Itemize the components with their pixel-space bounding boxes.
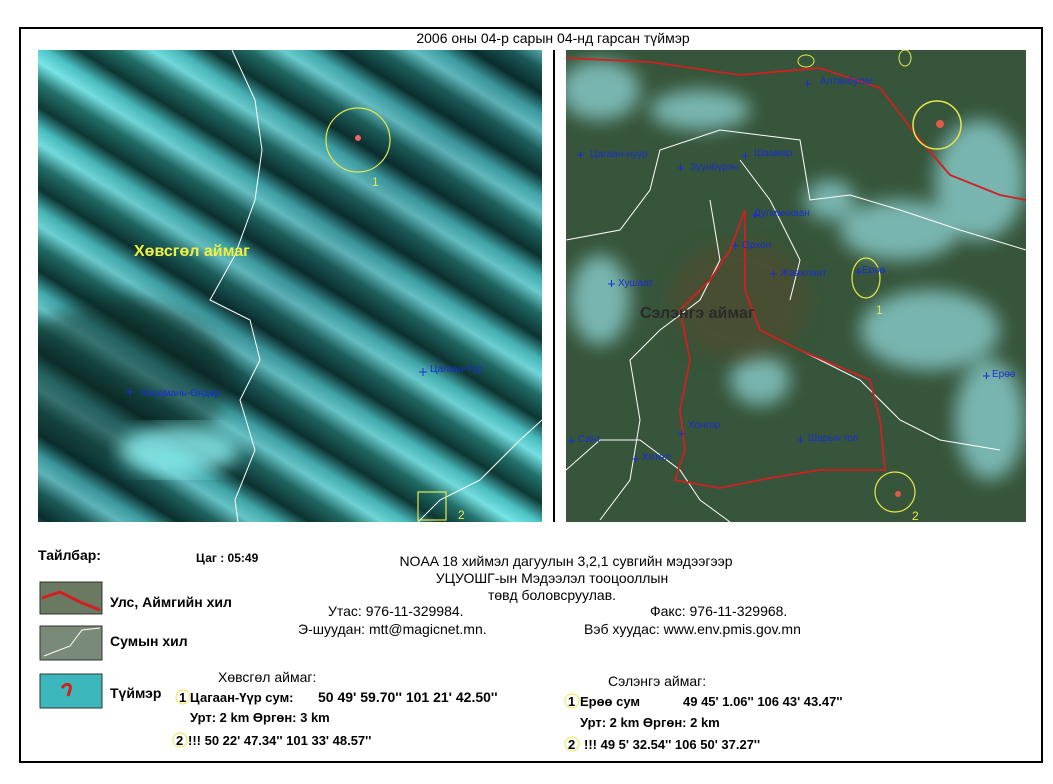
fire-size: Урт: 2 km Өргөн: 3 km	[190, 710, 330, 725]
place-label: Хонгор	[688, 420, 721, 431]
title: 2006 оны 04-р сарын 04-нд гарсан түймэр	[416, 30, 689, 46]
legend-line	[41, 590, 101, 612]
place-label: Зүүнбүрэн	[690, 161, 738, 173]
place-label: Ерөө	[862, 265, 886, 276]
place-label: Ерөө	[992, 369, 1016, 380]
fire-block: Хөвсгөл аймаг: 1 Цагаан-Үүр сум: 50 49' …	[172, 669, 498, 748]
marker-label: 1	[372, 175, 379, 189]
fire-coord: !!! 49 5' 32.54'' 106 50' 37.27''	[584, 737, 760, 752]
legend-title: Тайлбар:	[38, 547, 101, 563]
info-line: NOAA 18 хиймэл дагуулын 3,2,1 сувгийн мэ…	[399, 553, 732, 569]
place-label: Сант	[578, 434, 601, 445]
province-label: Хөвсгөл аймаг	[134, 243, 250, 260]
number-ring	[564, 736, 580, 752]
legend-item: Түймэр	[110, 685, 161, 701]
legend-item: Сумын хил	[110, 633, 188, 649]
place-label: Шаамар	[754, 148, 793, 159]
fax: Факс: 976-11-329968.	[650, 603, 787, 619]
time: Цаг : 05:49	[196, 551, 259, 565]
email: Э-шуудан: mtt@magicnet.mn.	[298, 621, 487, 637]
number-ring	[172, 732, 188, 748]
place-label: Хөтөл	[642, 452, 670, 463]
number-ring	[564, 693, 580, 709]
fire-sum: Цагаан-Үүр сум:	[190, 690, 294, 705]
fire-province: Сэлэнгэ аймаг:	[608, 673, 706, 689]
marker-label: 2	[458, 508, 465, 522]
place-label: Алтанбулаг	[820, 75, 874, 87]
fire-coord: 50 49' 59.70'' 101 21' 42.50''	[318, 689, 498, 705]
fire-coord: !!! 50 22' 47.34'' 101 33' 48.57''	[188, 733, 371, 748]
place-label: Жавхлант	[780, 268, 827, 279]
fire-block: Сэлэнгэ аймаг: 1 Ерөө сум 49 45' 1.06'' …	[564, 673, 843, 752]
legend-icon	[39, 625, 103, 661]
legend-item: Улс, Аймгийн хил	[110, 594, 232, 610]
place-label: Шарын гол	[808, 433, 859, 444]
fire-size: Урт: 2 km Өргөн: 2 km	[580, 715, 720, 730]
right-map	[566, 50, 1026, 522]
info-line: төвд боловсруулав.	[488, 587, 616, 603]
number-ring	[175, 689, 191, 705]
info-line: УЦУОШГ-ын Мэдээлэл тооцооллын	[436, 570, 668, 586]
province-label: Сэлэнгэ аймаг	[640, 305, 755, 322]
place-label: Чандмань-Өндөр	[140, 388, 221, 399]
fire-coord: 49 45' 1.06'' 106 43' 43.47''	[683, 694, 843, 709]
fire-number: 1	[568, 694, 575, 709]
place-label: Цагаан-Үүр	[430, 364, 483, 375]
fire-sum: Ерөө сум	[580, 694, 640, 709]
place-label: Орхон	[742, 240, 771, 251]
place-label: Дулаанхаан	[754, 208, 810, 219]
phone: Утас: 976-11-329984.	[328, 603, 464, 619]
fire-number: 1	[179, 690, 186, 705]
fire-number: 2	[176, 733, 183, 748]
marker-label: 1	[876, 303, 883, 317]
fire-number: 2	[568, 737, 575, 752]
fire-province: Хөвсгөл аймаг:	[218, 669, 316, 685]
left-map	[38, 50, 542, 522]
legend-fire	[60, 682, 72, 697]
marker-label: 2	[912, 509, 919, 523]
place-label: Цагаан-нуур	[590, 149, 648, 160]
place-label: Хушаат	[618, 278, 653, 289]
website: Вэб хуудас: www.env.pmis.gov.mn	[584, 621, 801, 637]
legend-line	[43, 627, 101, 657]
